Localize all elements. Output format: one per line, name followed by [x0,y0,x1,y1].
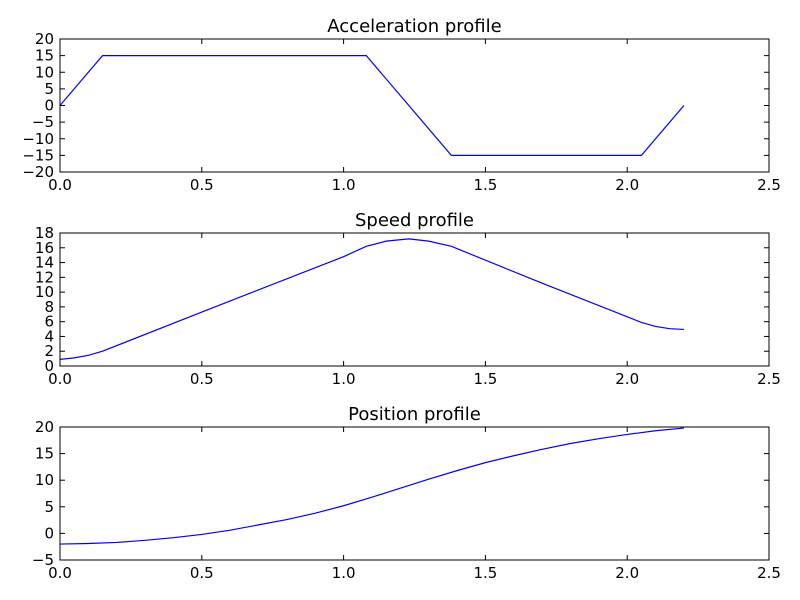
series-line-1 [60,238,684,360]
x-tick-label: 0.5 [190,370,214,388]
y-tick-label: 10 [35,63,54,81]
x-tick-label: 1.0 [332,370,356,388]
series-line-1 [60,427,684,545]
x-tick-label: 1.0 [332,176,356,194]
x-tick-label: 2.5 [757,564,781,582]
x-tick-label: 0.0 [48,176,72,194]
y-tick-label: −15 [22,146,54,164]
y-tick-label: 4 [44,327,54,345]
chart-panel-1: Acceleration profile 0.0 0.5 1.0 1.5 2.0 2.5 20… [22,16,781,194]
chart-title: Position profile [348,404,481,425]
x-tick-label: 1.5 [473,564,497,582]
chart-panel-2: Speed profile 0.0 0.5 1.0 1.5 2.0 2.5 181614121… [35,210,781,388]
y-tick-label: 5 [44,498,54,516]
series-line-1 [60,55,685,156]
x-tick-label: 1.5 [473,176,497,194]
x-tick-label: 1.5 [473,370,497,388]
x-tick-label: 0.0 [48,564,72,582]
y-tick-label: 0 [44,97,54,115]
plot-frame [59,38,770,173]
y-tick-label: 2 [44,342,54,360]
x-tick-label: 2.5 [757,176,781,194]
chart-title: Speed profile [355,210,474,231]
y-tick-label: 6 [44,313,54,331]
y-tick-label: 14 [35,254,54,272]
y-tick-label: 12 [35,268,54,286]
y-tick-label: 0 [44,357,54,375]
y-tick-label: 18 [35,224,54,242]
y-tick-label: 20 [35,418,54,436]
x-tick-label: 2.0 [615,176,639,194]
chart-panel-3: Position profile 0.0 0.5 1.0 1.5 2.0 2.5 20 15 10… [32,404,781,582]
chart-title: Acceleration profile [327,16,501,37]
y-tick-label: 10 [35,471,54,489]
plot-frame [59,232,770,367]
y-tick-label: 8 [44,298,54,316]
y-tick-label: −20 [22,163,54,181]
y-tick-label: 15 [35,445,54,463]
x-tick-label: 2.5 [757,370,781,388]
y-tick-label: 16 [35,239,54,257]
plot-frame [59,426,770,561]
y-tick-label: 15 [35,47,54,65]
y-tick-label: 10 [35,283,54,301]
x-tick-label: 1.0 [332,564,356,582]
y-tick-label: 5 [44,80,54,98]
y-tick-label: −10 [22,130,54,148]
x-tick-label: 2.0 [615,564,639,582]
x-tick-label: 0.0 [48,370,72,388]
y-tick-label: −5 [32,113,54,131]
y-tick-label: −5 [32,551,54,569]
x-tick-label: 0.5 [190,176,214,194]
y-tick-label: 20 [35,30,54,48]
x-tick-label: 0.5 [190,564,214,582]
x-tick-label: 2.0 [615,370,639,388]
y-tick-label: 0 [44,524,54,542]
